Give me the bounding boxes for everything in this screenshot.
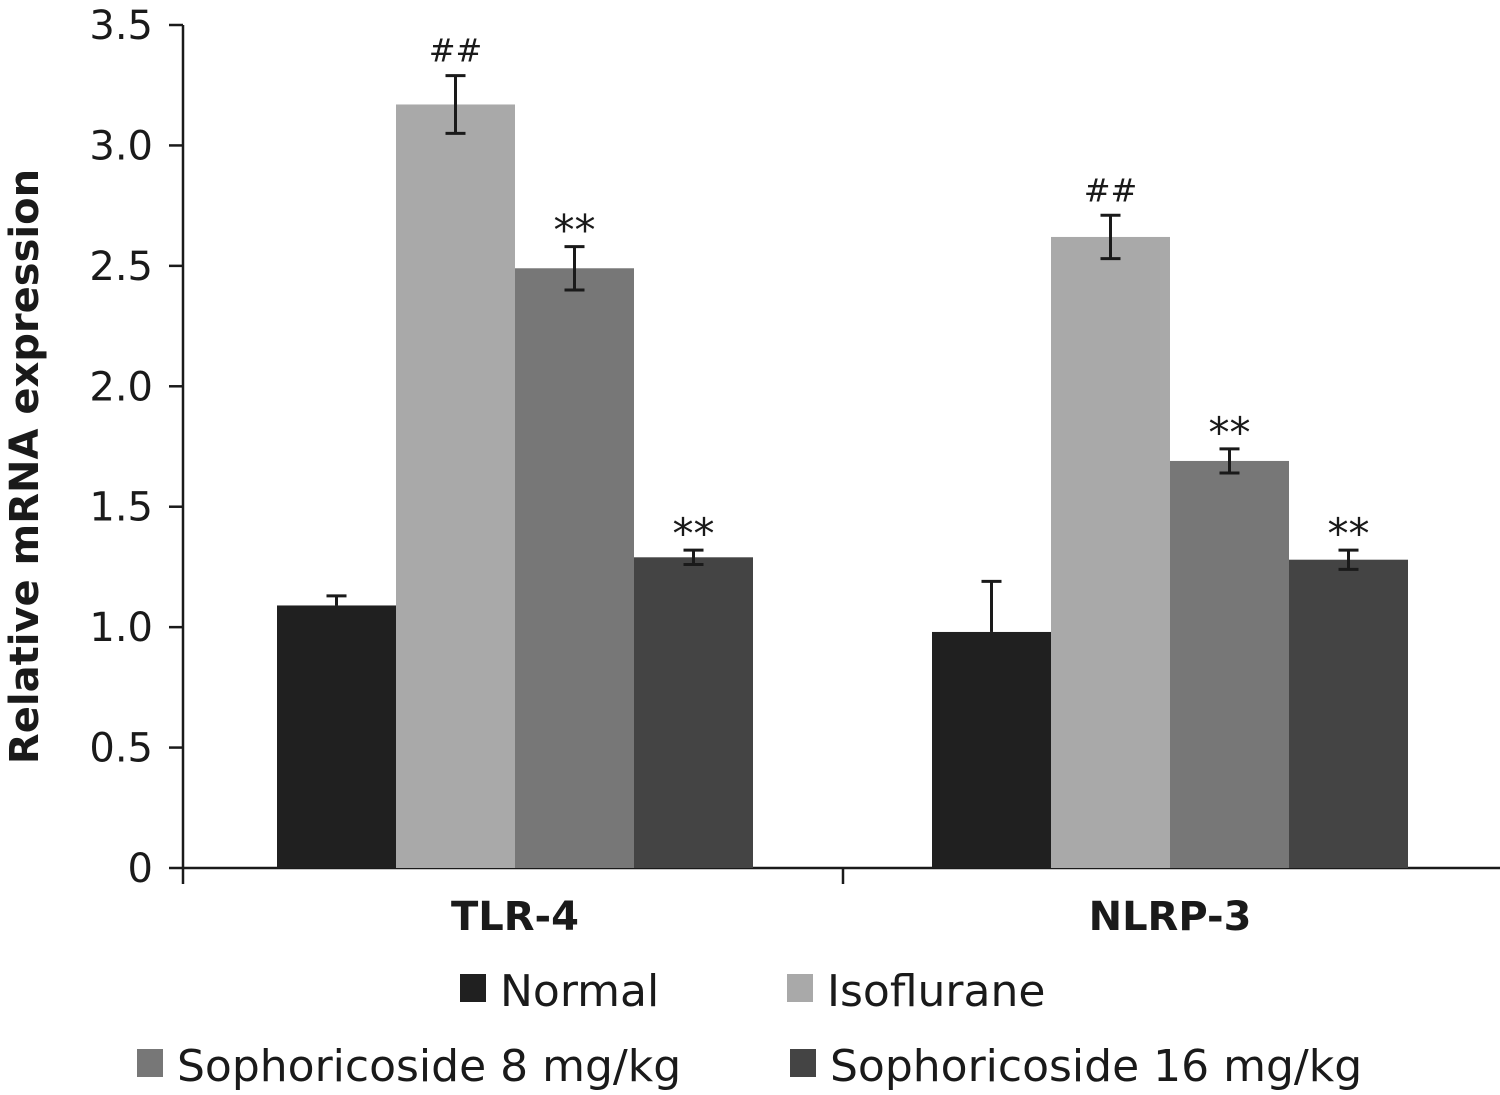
legend-label: Isoflurane <box>827 966 1045 1017</box>
significance-label: ** <box>673 509 715 558</box>
bar <box>1170 460 1289 868</box>
legend-swatch <box>790 1049 816 1077</box>
y-tick-label: 1.5 <box>89 485 153 531</box>
legend-label: Sophoricoside 16 mg/kg <box>830 1041 1362 1092</box>
bar <box>932 631 1051 868</box>
bar <box>1289 559 1408 868</box>
legend-swatch <box>137 1049 163 1077</box>
axes: 0 0.5 1.0 1.5 2.0 2.5 3.0 3.5 Relative mRNA expr… <box>2 3 1500 892</box>
y-tick-label: 2.5 <box>89 244 153 290</box>
category-label: NLRP-3 <box>1089 894 1252 940</box>
legend: Normal Isoflurane Sophoricoside 8 mg/kg Sop… <box>137 966 1362 1092</box>
significance-label: ## <box>1084 171 1138 209</box>
bar <box>634 557 753 868</box>
significance-label: ** <box>1328 509 1370 558</box>
significance-label: ## <box>429 32 483 70</box>
bar <box>277 605 396 868</box>
legend-label: Sophoricoside 8 mg/kg <box>177 1041 681 1092</box>
category-label: TLR-4 <box>451 894 579 940</box>
legend-swatch <box>787 974 813 1002</box>
y-tick-label: 0.5 <box>89 726 153 772</box>
y-tick-label: 1.0 <box>89 605 153 651</box>
y-tick-label: 3.0 <box>89 123 153 169</box>
y-tick-label: 3.5 <box>89 3 153 49</box>
y-tick-label: 0 <box>128 846 153 892</box>
bar <box>396 104 515 869</box>
legend-swatch <box>460 974 486 1002</box>
significance-label: ** <box>1209 408 1251 457</box>
bars <box>277 74 1408 869</box>
labels: ## ** ** TLR-4 ## ** ** NLRP-3 <box>429 32 1370 940</box>
y-tick-label: 2.0 <box>89 364 153 410</box>
bar <box>515 268 634 868</box>
y-axis-title: Relative mRNA expression <box>2 169 48 764</box>
significance-label: ** <box>554 206 596 255</box>
legend-label: Normal <box>500 966 659 1017</box>
bar <box>1051 236 1170 868</box>
